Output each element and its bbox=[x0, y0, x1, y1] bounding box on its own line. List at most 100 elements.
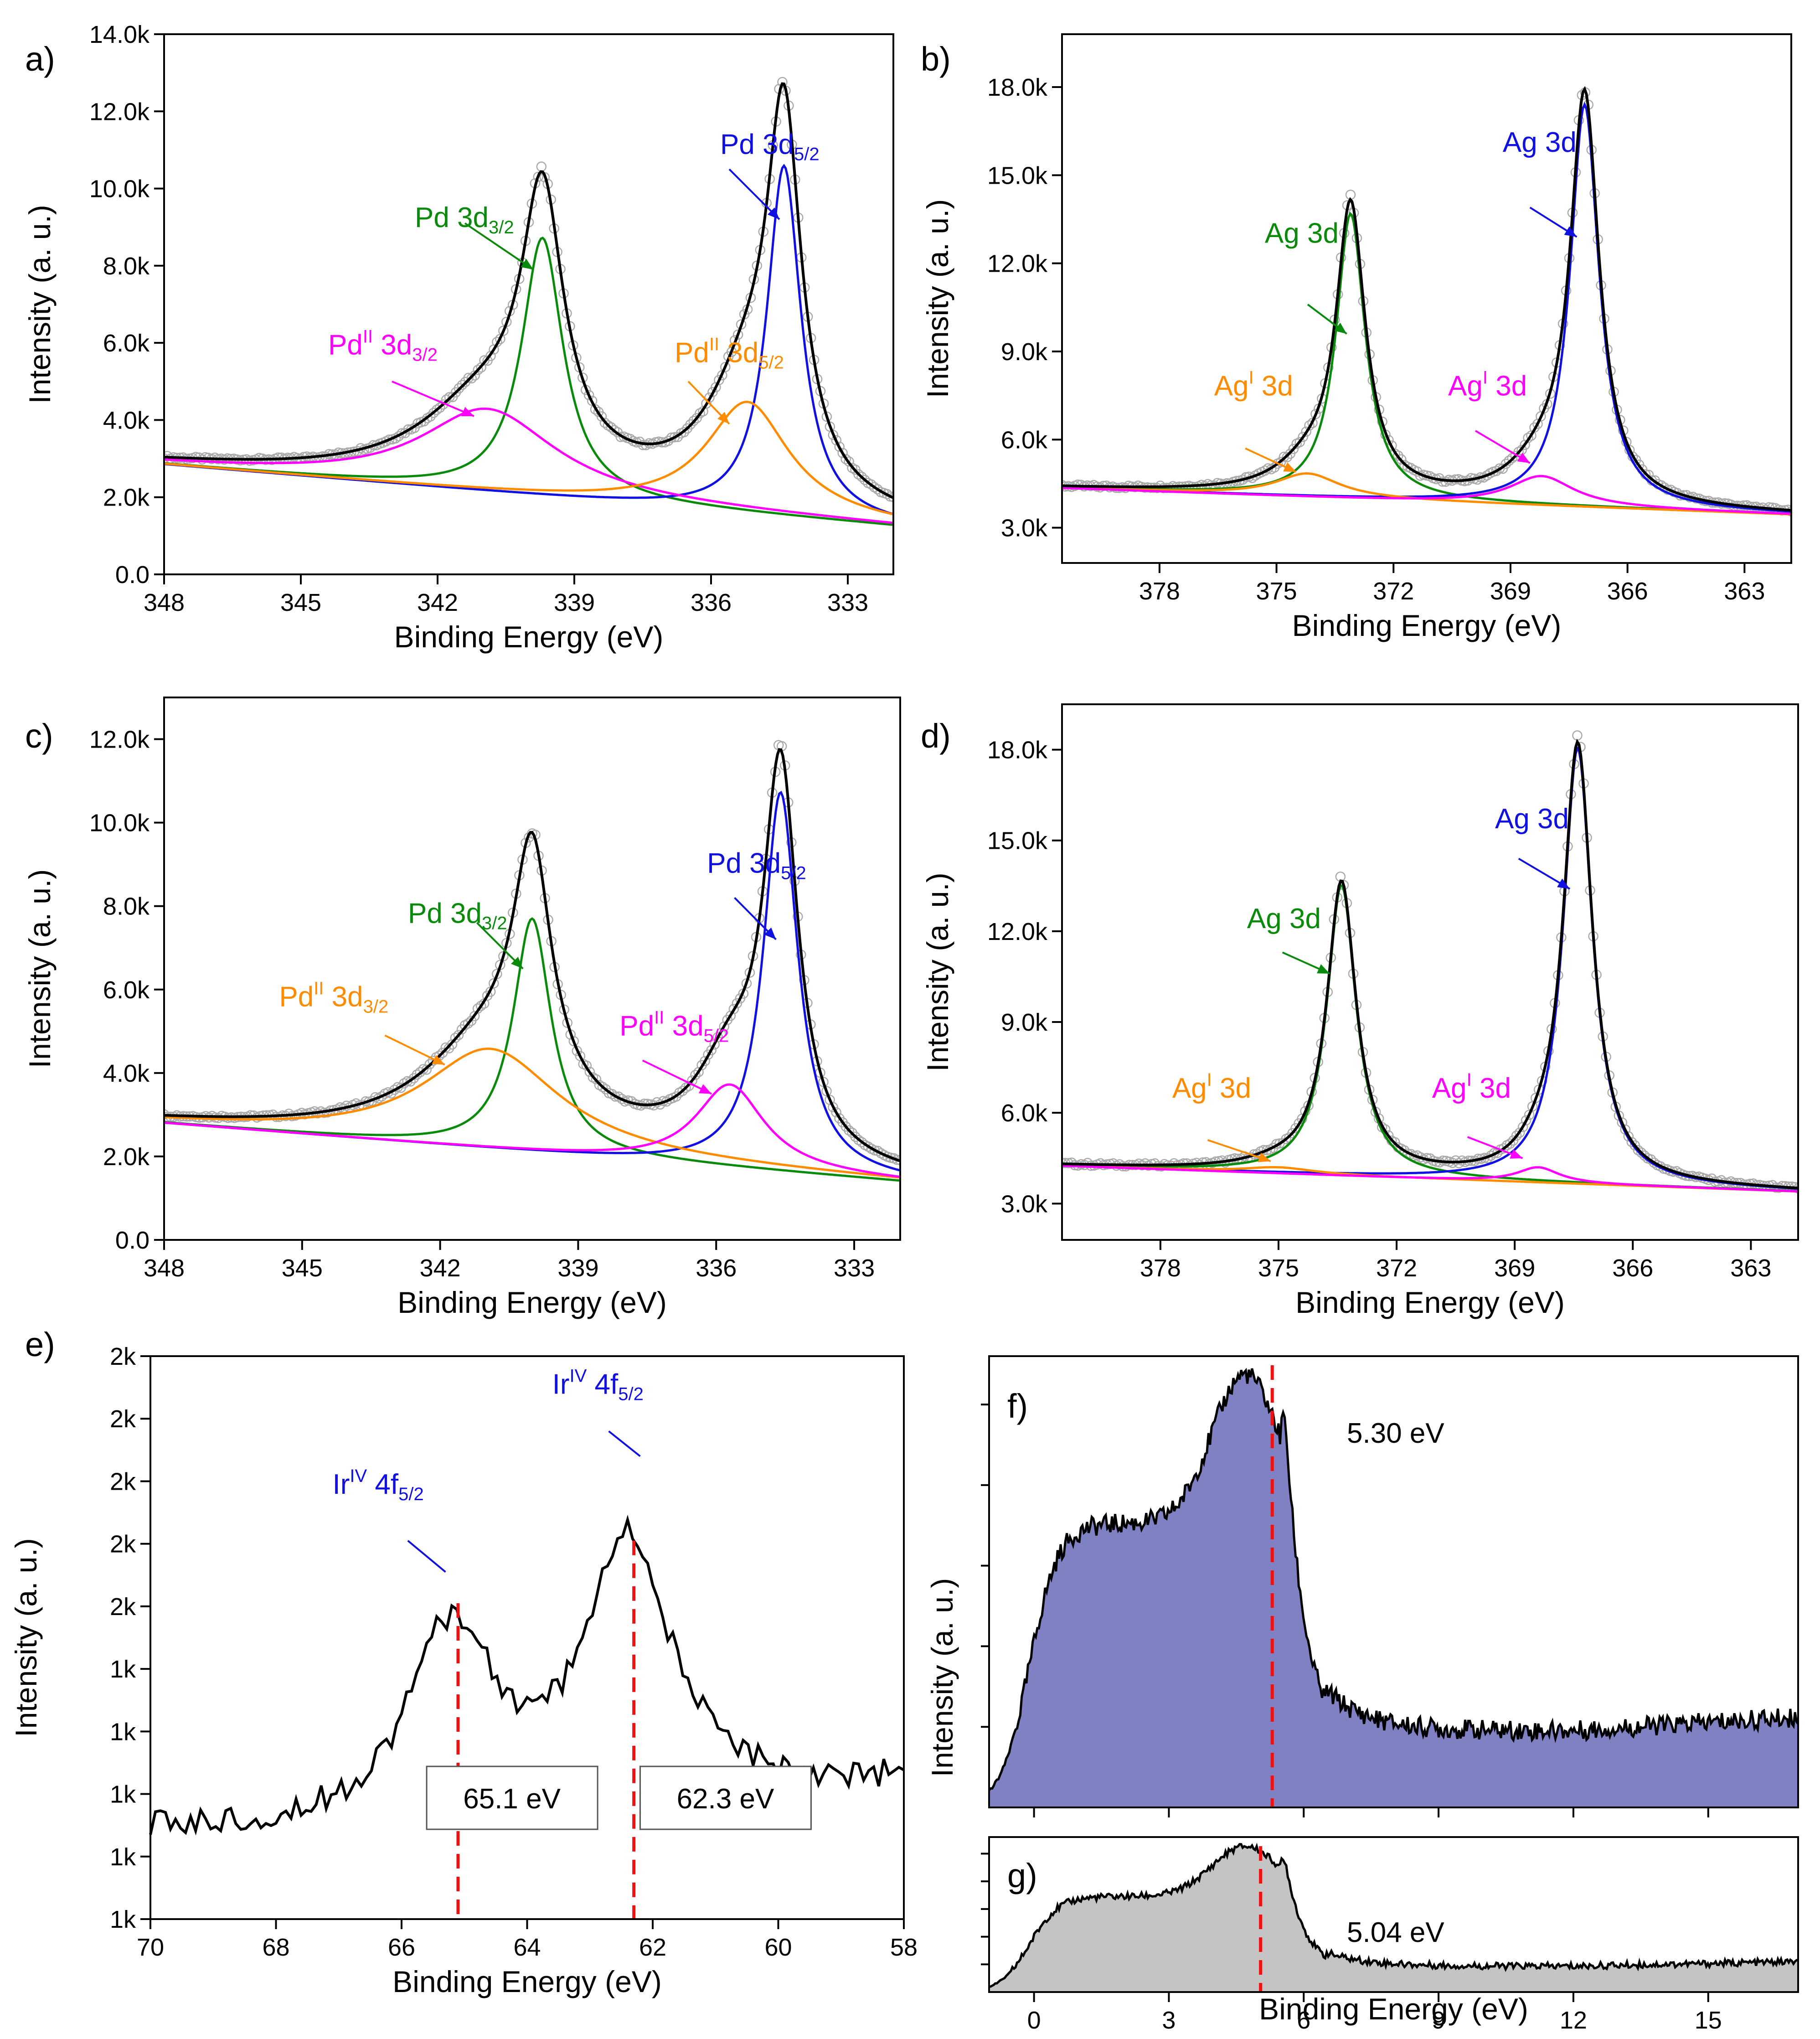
peak-label: PdII 3d5/2 bbox=[619, 1007, 729, 1046]
raw-data-point bbox=[732, 329, 743, 340]
raw-data-point bbox=[454, 383, 464, 394]
y-tick-label: 3.0k bbox=[1001, 1190, 1048, 1218]
y-tick-label: 0.0 bbox=[115, 561, 150, 588]
label-arrowhead bbox=[767, 207, 779, 220]
x-tick-label: 342 bbox=[417, 589, 458, 616]
peak-label-base: Pd 3d bbox=[720, 129, 794, 160]
y-tick-label: 9.0k bbox=[1001, 338, 1048, 366]
peak-label-sup: I bbox=[1483, 368, 1488, 388]
raw-data-point bbox=[466, 373, 477, 384]
x-tick-label: 68 bbox=[262, 1934, 289, 1961]
raw-data-point bbox=[688, 416, 699, 426]
raw-data-point bbox=[428, 408, 439, 418]
raw-data-point bbox=[1298, 432, 1308, 442]
peak-label-rest: 3d bbox=[1472, 1073, 1511, 1104]
plot-frame bbox=[988, 1355, 1799, 1808]
x-tick-label: 378 bbox=[1139, 578, 1180, 605]
x-tick-label: 333 bbox=[827, 589, 868, 616]
y-tick-label: 6.0k bbox=[1001, 1100, 1048, 1127]
y-tick-label: 1k bbox=[110, 1781, 136, 1808]
raw-data-point bbox=[1485, 1150, 1496, 1161]
peak-label-base: Ir bbox=[552, 1368, 570, 1400]
peak-label-base: Pd 3d bbox=[408, 898, 482, 929]
raw-data-point bbox=[853, 469, 864, 480]
raw-data-point bbox=[463, 372, 474, 383]
label-arrow bbox=[392, 380, 474, 417]
peak-label-base: Pd bbox=[328, 330, 363, 361]
raw-data-point bbox=[596, 411, 607, 422]
x-tick-label: 336 bbox=[691, 589, 732, 616]
x-axis-label: Binding Energy (eV) bbox=[1259, 1992, 1528, 2026]
fit-component bbox=[164, 408, 893, 524]
panel-f: 5.30 eV f) bbox=[981, 1355, 1799, 1817]
x-tick-label: 339 bbox=[557, 1254, 598, 1282]
raw-data-point bbox=[384, 434, 395, 445]
raw-data-point bbox=[821, 1086, 832, 1096]
y-axis-label: Intensity (a. u.) bbox=[23, 869, 57, 1069]
peak-label-sup: II bbox=[363, 327, 373, 347]
x-axis-label: Binding Energy (eV) bbox=[394, 620, 664, 654]
y-tick-label: 1k bbox=[110, 1718, 136, 1745]
x-tick-label: 363 bbox=[1730, 1254, 1771, 1282]
label-arrowhead bbox=[717, 412, 729, 424]
raw-data-point bbox=[866, 479, 876, 490]
y-tick-label: 2k bbox=[110, 1405, 136, 1433]
x-tick-label: 0 bbox=[1027, 2007, 1041, 2034]
x-tick-label: 345 bbox=[282, 1254, 323, 1282]
x-tick-label: 336 bbox=[696, 1254, 737, 1282]
peak-label-base: Ag 3d bbox=[1495, 803, 1569, 835]
peak-label: AgI 3d bbox=[1172, 1070, 1251, 1104]
y-tick-label: 4.0k bbox=[103, 1060, 150, 1087]
raw-data-point bbox=[1672, 488, 1682, 498]
x-tick-label: 348 bbox=[144, 589, 185, 616]
x-tick-label: 12 bbox=[1560, 2007, 1587, 2034]
peak-label-sup: IV bbox=[569, 1366, 587, 1386]
y-tick-label: 18.0k bbox=[987, 74, 1048, 101]
fit-component bbox=[164, 1083, 900, 1178]
peak-label: AgI 3d bbox=[1432, 1070, 1511, 1104]
ups-area-fill bbox=[989, 1368, 1798, 1807]
raw-data-point bbox=[1505, 1138, 1516, 1149]
y-tick-label: 9.0k bbox=[1001, 1009, 1048, 1036]
x-tick-label: 333 bbox=[834, 1254, 875, 1282]
plot-frame bbox=[988, 1836, 1799, 1993]
peak-label-rest: 3d bbox=[1488, 371, 1527, 402]
fit-envelope bbox=[1062, 86, 1791, 512]
raw-data-point bbox=[587, 395, 598, 406]
peak-value-box bbox=[426, 1765, 598, 1830]
label-arrowhead bbox=[1557, 878, 1570, 889]
raw-data-point bbox=[244, 455, 255, 466]
y-axis-label: Intensity (a. u.) bbox=[921, 199, 954, 398]
peak-label-base: Pd bbox=[279, 981, 314, 1012]
raw-data-point bbox=[424, 1059, 435, 1069]
y-tick-label: 8.0k bbox=[103, 253, 150, 280]
peak-label-base: Pd bbox=[619, 1010, 654, 1042]
raw-data-point bbox=[447, 1039, 458, 1050]
y-axis-label: Intensity (a. u.) bbox=[23, 205, 57, 404]
y-axis-label: Intensity (a. u.) bbox=[925, 1578, 959, 1777]
y-axis-label: Intensity (a. u.) bbox=[9, 1538, 43, 1737]
label-arrowhead bbox=[1283, 462, 1296, 472]
raw-data-point bbox=[844, 456, 854, 467]
raw-data-point bbox=[425, 411, 436, 422]
raw-data-point bbox=[888, 492, 893, 502]
y-tick-label: 3.0k bbox=[1001, 515, 1048, 542]
peak-label: Pd 3d3/2 bbox=[408, 898, 507, 933]
raw-data-point bbox=[719, 1021, 730, 1032]
label-arrowhead bbox=[511, 956, 523, 969]
peak-label: AgI 3d bbox=[1214, 368, 1293, 402]
raw-data-point bbox=[412, 1069, 422, 1080]
peak-label: AgI 3d bbox=[1448, 368, 1527, 402]
y-tick-label: 15.0k bbox=[987, 162, 1048, 189]
raw-data-point bbox=[610, 1091, 621, 1102]
peak-label-sup: II bbox=[709, 334, 719, 354]
peak-label-base: Ag 3d bbox=[1503, 127, 1577, 158]
raw-data-point bbox=[488, 978, 499, 989]
x-tick-label: 64 bbox=[513, 1934, 541, 1961]
raw-data-point bbox=[432, 404, 442, 415]
y-tick-label: 12.0k bbox=[987, 250, 1048, 278]
raw-data-point bbox=[840, 454, 851, 465]
